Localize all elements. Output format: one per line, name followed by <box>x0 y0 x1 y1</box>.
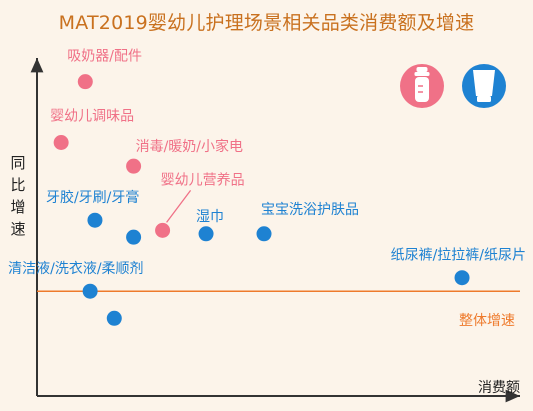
y-axis-label: 同比增速 <box>10 154 25 238</box>
point-3 <box>155 222 171 238</box>
point-1 <box>53 135 69 150</box>
point-6 <box>198 226 214 242</box>
point-label-6: 湿巾 <box>196 209 224 225</box>
point-unlabeled-5 <box>126 229 142 245</box>
point-label-4: 牙胶/牙刷/牙膏 <box>46 189 139 206</box>
baby-bottle-icon <box>400 64 444 108</box>
overall-growth-label: 整体增速 <box>459 313 515 329</box>
point-2 <box>126 158 142 174</box>
point-label-7: 宝宝洗浴护肤品 <box>261 202 359 218</box>
point-0 <box>77 74 93 90</box>
point-label-1: 婴幼儿调味品 <box>50 109 134 125</box>
point-4 <box>87 212 103 228</box>
point-unlabeled-10 <box>106 310 122 326</box>
point-label-2: 消毒/暖奶/小家电 <box>136 138 243 155</box>
leader-line-3 <box>166 189 192 223</box>
chart-title: MAT2019婴幼儿护理场景相关品类消费额及增速 <box>58 12 475 34</box>
lotion-tube-icon <box>462 64 506 108</box>
point-label-3: 婴幼儿营养品 <box>161 172 245 188</box>
x-axis-label: 消费额 <box>478 380 520 396</box>
point-label-8: 纸尿裤/拉拉裤/纸尿片 <box>391 248 526 264</box>
point-label-9: 清洁液/洗衣液/柔顺剂 <box>8 261 143 277</box>
point-7 <box>256 226 272 242</box>
point-9 <box>82 283 98 299</box>
point-label-0: 吸奶器/配件 <box>67 49 142 65</box>
point-8 <box>454 270 470 286</box>
